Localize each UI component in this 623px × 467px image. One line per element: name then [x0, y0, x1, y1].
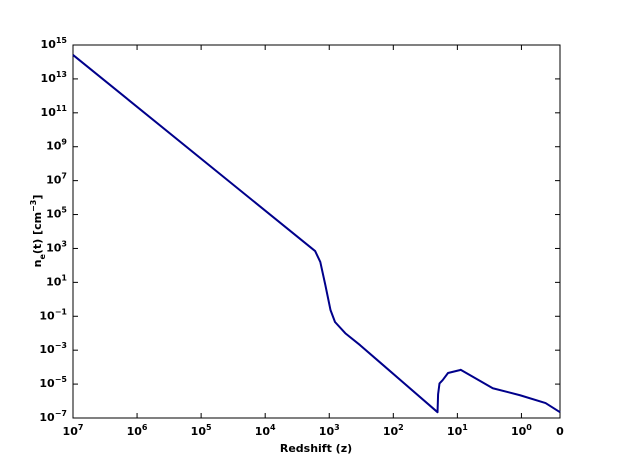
y-tick-label: 101 [46, 273, 67, 288]
y-tick-label: 1013 [41, 70, 67, 85]
y-axis-label: ne(t) [cm−3] [29, 195, 47, 268]
y-tick-label: 1011 [41, 104, 68, 119]
x-tick-label: 104 [255, 423, 276, 438]
x-tick-label: 101 [447, 423, 468, 438]
y-tick-label: 10−7 [39, 409, 67, 424]
x-tick-label: 102 [383, 423, 404, 438]
plot-frame [72, 44, 561, 419]
y-tick-label: 1015 [41, 36, 68, 51]
x-tick-label: 100 [511, 423, 532, 438]
x-tick-label: 103 [319, 423, 340, 438]
x-tick-label: 106 [127, 423, 148, 438]
y-tick-label: 105 [46, 206, 67, 221]
y-tick-label: 10−1 [39, 307, 67, 322]
x-tick-label: 0 [556, 425, 564, 438]
x-tick-label: 107 [63, 423, 84, 438]
y-tick-label: 109 [46, 138, 67, 153]
data-line [72, 54, 561, 414]
y-tick-label: 10−5 [39, 375, 67, 390]
y-tick-label: 107 [46, 172, 67, 187]
x-axis-label: Redshift (z) [280, 442, 352, 455]
y-tick-label: 103 [46, 239, 67, 254]
x-tick-label: 105 [191, 423, 212, 438]
y-tick-label: 10−3 [39, 341, 67, 356]
